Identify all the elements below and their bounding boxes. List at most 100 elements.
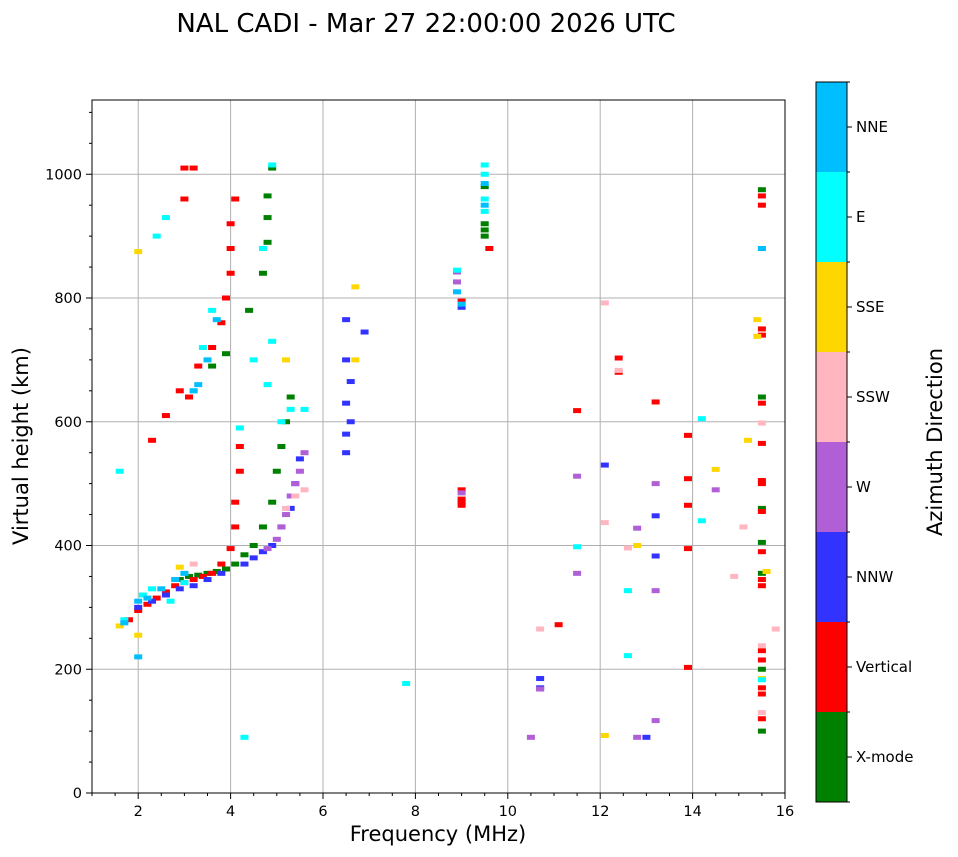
data-point — [683, 432, 692, 438]
data-point — [180, 165, 189, 171]
data-point — [134, 632, 143, 638]
data-point — [194, 363, 203, 369]
data-point — [757, 394, 766, 400]
data-point — [452, 267, 461, 273]
data-point — [651, 588, 660, 594]
series-vertical — [124, 165, 766, 722]
data-point — [360, 329, 369, 335]
data-point — [143, 595, 152, 601]
data-point — [480, 184, 489, 190]
data-point — [221, 566, 230, 572]
data-point — [480, 196, 489, 202]
data-point — [683, 476, 692, 482]
data-point — [180, 570, 189, 576]
data-point — [573, 473, 582, 479]
data-point — [203, 577, 212, 583]
data-point — [258, 524, 267, 530]
data-point — [452, 289, 461, 295]
data-point — [480, 162, 489, 168]
colorbar-segment — [816, 262, 847, 352]
x-tick-label: 16 — [776, 804, 794, 820]
data-point — [536, 626, 545, 632]
data-point — [249, 555, 258, 561]
data-point — [134, 249, 143, 255]
data-point — [651, 553, 660, 559]
x-tick-label: 12 — [591, 804, 609, 820]
data-point — [623, 653, 632, 659]
data-point — [651, 513, 660, 519]
data-point — [697, 518, 706, 524]
colorbar-category-label: SSE — [856, 298, 885, 316]
data-point — [757, 326, 766, 332]
colorbar-segment — [816, 352, 847, 442]
data-point — [771, 626, 780, 632]
data-point — [208, 570, 217, 576]
data-point — [651, 718, 660, 724]
y-tick-label: 400 — [54, 539, 82, 555]
data-point — [231, 196, 240, 202]
data-point — [277, 419, 286, 425]
data-point — [346, 419, 355, 425]
data-point — [203, 570, 212, 576]
data-point — [651, 399, 660, 405]
data-point — [757, 202, 766, 208]
data-point — [457, 502, 466, 508]
data-point — [633, 543, 642, 548]
data-point — [651, 481, 660, 487]
data-point — [600, 520, 609, 526]
data-point — [286, 394, 295, 400]
y-tick-label: 800 — [54, 291, 82, 307]
data-point — [757, 440, 766, 446]
data-point — [134, 607, 143, 613]
data-point — [457, 301, 466, 307]
data-point — [161, 215, 170, 221]
data-point — [757, 505, 766, 511]
data-points — [115, 162, 780, 740]
data-point — [272, 536, 281, 542]
data-point — [208, 345, 217, 350]
data-point — [457, 496, 466, 502]
data-point — [235, 468, 244, 474]
data-point — [272, 468, 281, 474]
data-point — [600, 732, 609, 738]
data-point — [536, 676, 545, 682]
data-point — [757, 685, 766, 691]
y-axis: 0 200 400 600 800 1000 — [45, 111, 92, 802]
data-point — [623, 588, 632, 594]
data-point — [263, 215, 272, 221]
data-point — [189, 583, 198, 589]
data-point — [258, 270, 267, 276]
data-point — [300, 450, 309, 456]
x-tick-label: 8 — [411, 804, 420, 820]
colorbar-frame — [815, 81, 848, 803]
data-point — [115, 468, 124, 474]
data-point — [161, 413, 170, 419]
data-point — [757, 332, 766, 338]
data-point — [457, 298, 466, 304]
data-point — [161, 592, 170, 598]
data-point — [757, 648, 766, 654]
colorbar-segment — [816, 532, 847, 622]
data-point — [757, 193, 766, 199]
data-point — [452, 279, 461, 285]
data-point — [203, 357, 212, 363]
data-point — [633, 734, 642, 740]
data-point — [282, 512, 291, 518]
data-point — [757, 577, 766, 583]
data-point — [175, 577, 184, 583]
data-point — [342, 450, 351, 456]
data-point — [240, 552, 249, 558]
data-point — [351, 284, 360, 290]
data-point — [231, 499, 240, 505]
data-point — [152, 595, 161, 601]
data-point — [226, 246, 235, 251]
data-point — [342, 357, 351, 363]
data-point — [642, 734, 651, 740]
data-point — [268, 543, 277, 548]
x-axis: 2 4 6 8 10 12 14 16 — [91, 793, 794, 820]
data-point — [245, 307, 254, 313]
data-point — [351, 357, 360, 363]
data-point — [277, 524, 286, 530]
data-point — [683, 502, 692, 508]
data-point — [457, 304, 466, 310]
